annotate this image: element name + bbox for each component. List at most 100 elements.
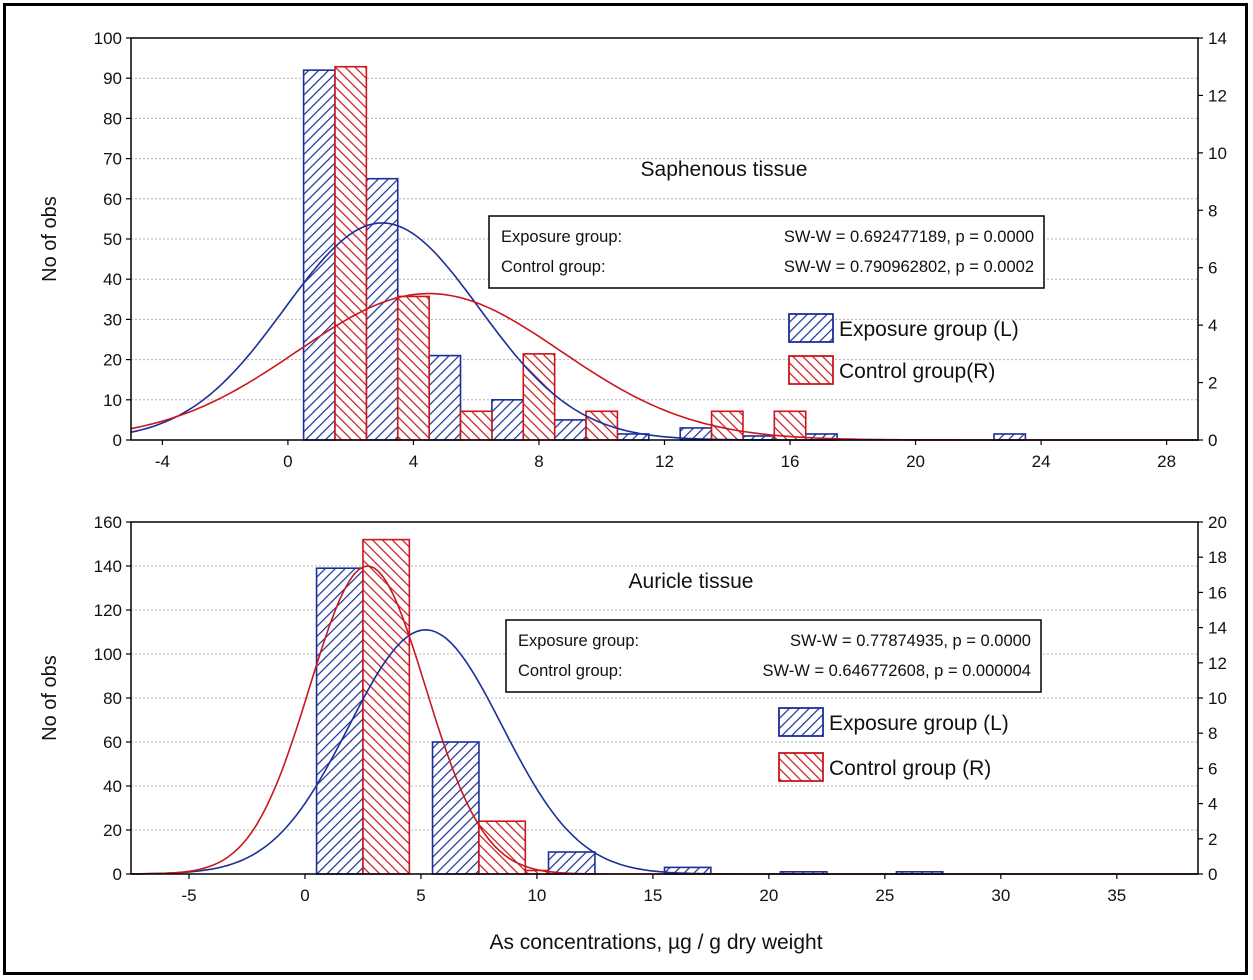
y2-tick-label: 6: [1208, 259, 1217, 278]
y-tick-label: 40: [103, 777, 122, 796]
y-tick-label: 100: [94, 645, 122, 664]
y2-tick-label: 6: [1208, 759, 1217, 778]
y-tick-label: 50: [103, 230, 122, 249]
exposure-bar: [431, 741, 480, 875]
y-tick-label: 0: [113, 865, 122, 884]
x-tick-label: 20: [759, 886, 778, 905]
x-tick-label: 8: [534, 452, 543, 471]
exposure-bar: [553, 419, 587, 441]
exposure-legend-swatch: [778, 707, 824, 737]
x-tick-label: 25: [875, 886, 894, 905]
stats-group-label: Exposure group:: [518, 632, 639, 650]
y-tick-label: 0: [113, 431, 122, 450]
x-tick-label: -5: [181, 886, 196, 905]
x-tick-label: 0: [300, 886, 309, 905]
x-tick-label: 5: [416, 886, 425, 905]
y2-tick-label: 8: [1208, 724, 1217, 743]
control-bar: [478, 820, 527, 875]
y-tick-label: 20: [103, 821, 122, 840]
y2-tick-label: 20: [1208, 513, 1227, 532]
control-bar: [522, 353, 556, 441]
y2-tick-label: 16: [1208, 583, 1227, 602]
y-tick-label: 120: [94, 601, 122, 620]
figure-frame: 0 10 20 30 40 50 60 70 80 90 100 0 2 4 6 8 10 12 14 -4 0 4 8 12…: [3, 3, 1248, 975]
exposure-bar: [428, 354, 462, 441]
y2-tick-label: 2: [1208, 374, 1217, 393]
control-legend-swatch: [788, 355, 834, 385]
stats-group-label: Exposure group:: [501, 228, 622, 246]
y2-tick-label: 4: [1208, 795, 1217, 814]
y2-tick-label: 4: [1208, 316, 1217, 335]
y-tick-label: 100: [94, 29, 122, 48]
y2-tick-label: 14: [1208, 619, 1227, 638]
legend-label: Exposure group (L): [829, 712, 1009, 735]
x-axis-label: As concentrations, µg / g dry weight: [489, 931, 822, 954]
y2-tick-label: 10: [1208, 144, 1227, 163]
auricle-chart: 0 20 40 60 80 100 120 140 160 0 2 4 6 8 10 12 14 16 18 20 -5…: [39, 513, 1227, 905]
y2-tick-label: 12: [1208, 86, 1227, 105]
exposure-bar: [365, 177, 399, 441]
x-tick-label: 24: [1032, 452, 1051, 471]
chart-title: Saphenous tissue: [641, 158, 808, 181]
x-tick-label: -4: [155, 452, 170, 471]
y-tick-label: 70: [103, 150, 122, 169]
exposure-bar: [302, 69, 336, 441]
x-tick-label: 20: [906, 452, 925, 471]
y-tick-label: 40: [103, 270, 122, 289]
control-bar: [459, 410, 493, 441]
control-bar: [396, 295, 430, 441]
stats-group-label: Control group:: [501, 258, 606, 276]
stats-value: SW-W = 0.790962802, p = 0.0002: [784, 258, 1034, 276]
y2-tick-label: 14: [1208, 29, 1227, 48]
y-tick-label: 30: [103, 310, 122, 329]
x-tick-label: 15: [643, 886, 662, 905]
stats-box: [505, 619, 1042, 693]
y-tick-label: 60: [103, 190, 122, 209]
legend-label: Control group (R): [829, 757, 991, 780]
y-axis-label: No of obs: [39, 196, 61, 282]
x-tick-label: 35: [1107, 886, 1126, 905]
legend-label: Control group(R): [839, 360, 995, 383]
chart-title: Auricle tissue: [629, 570, 754, 593]
exposure-bar: [547, 851, 596, 875]
exposure-bar: [993, 433, 1027, 441]
stats-box: [488, 215, 1045, 289]
y-axis-label: No of obs: [39, 655, 61, 741]
y-tick-label: 90: [103, 69, 122, 88]
x-tick-label: 10: [527, 886, 546, 905]
exposure-bar: [315, 567, 364, 875]
stats-value: SW-W = 0.692477189, p = 0.0000: [784, 228, 1034, 246]
y2-tick-label: 18: [1208, 548, 1227, 567]
y-tick-label: 80: [103, 689, 122, 708]
y2-tick-label: 2: [1208, 830, 1217, 849]
stats-value: SW-W = 0.77874935, p = 0.0000: [790, 632, 1031, 650]
y-tick-label: 80: [103, 109, 122, 128]
y2-tick-label: 0: [1208, 431, 1217, 450]
x-tick-label: 30: [991, 886, 1010, 905]
exposure-legend-swatch: [788, 313, 834, 343]
legend-label: Exposure group (L): [839, 318, 1019, 341]
control-bar: [585, 410, 619, 441]
control-bar: [773, 410, 807, 441]
stats-group-label: Control group:: [518, 662, 623, 680]
control-fit-curve: [131, 565, 1198, 875]
y2-tick-label: 8: [1208, 201, 1217, 220]
y2-tick-label: 10: [1208, 689, 1227, 708]
x-tick-label: 12: [655, 452, 674, 471]
y2-tick-label: 12: [1208, 654, 1227, 673]
y-tick-label: 10: [103, 391, 122, 410]
y-tick-label: 20: [103, 351, 122, 370]
x-tick-label: 0: [283, 452, 292, 471]
y-tick-label: 160: [94, 513, 122, 532]
x-tick-label: 28: [1157, 452, 1176, 471]
control-bar: [334, 65, 368, 441]
stats-value: SW-W = 0.646772608, p = 0.000004: [763, 662, 1031, 680]
x-tick-label: 4: [409, 452, 418, 471]
y-tick-label: 140: [94, 557, 122, 576]
control-fit-curve: [130, 292, 1198, 441]
y-tick-label: 60: [103, 733, 122, 752]
control-legend-swatch: [778, 752, 824, 782]
x-tick-label: 16: [781, 452, 800, 471]
